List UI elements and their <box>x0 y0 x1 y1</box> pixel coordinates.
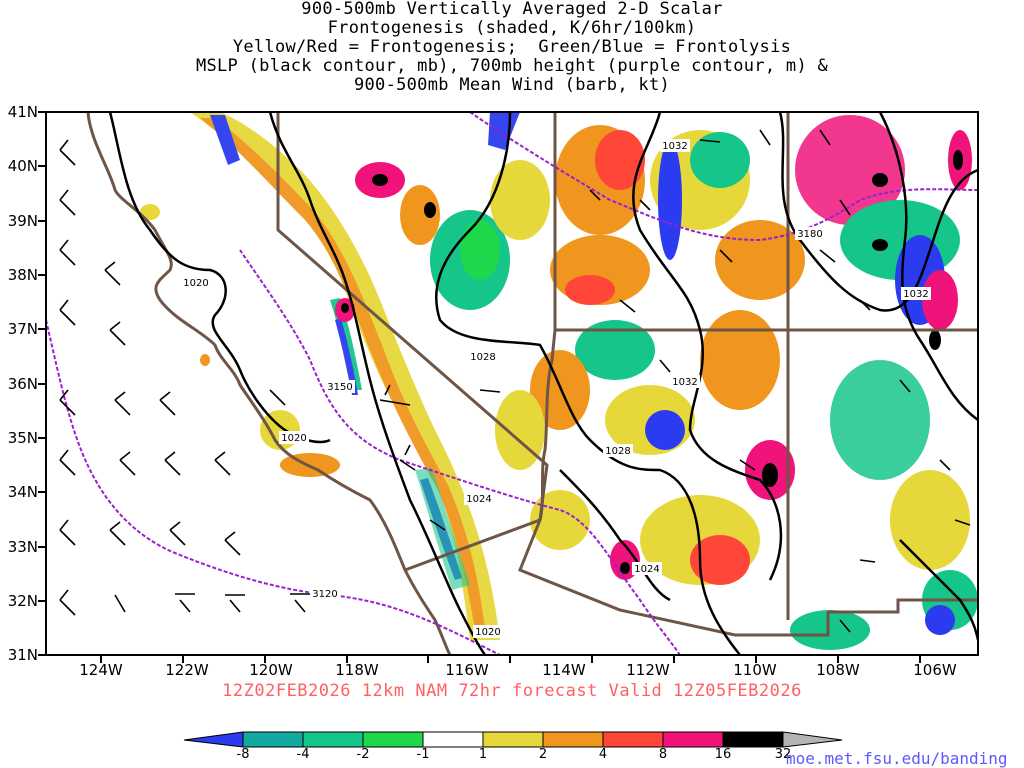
height-label-text: 3150 <box>327 382 352 393</box>
lat-label: 31N <box>7 646 38 664</box>
lat-label: 39N <box>7 212 38 230</box>
lat-label: 34N <box>7 483 38 501</box>
colorbar-swatch <box>483 732 543 747</box>
mslp-label: 1028 <box>468 350 498 363</box>
lat-label: 32N <box>7 592 38 610</box>
source-credit: moe.met.fsu.edu/banding <box>786 749 1008 768</box>
colorbar-swatch <box>184 732 243 747</box>
colorbar-dividers <box>242 732 784 747</box>
lon-label: 108W <box>816 661 860 679</box>
mslp-label: 1032 <box>660 139 690 152</box>
title-line-5: 900-500mb Mean Wind (barb, kt) <box>353 75 671 95</box>
colorbar-swatch <box>303 732 363 747</box>
title-line-3: Yellow/Red = Frontogenesis; Green/Blue =… <box>232 37 792 57</box>
colorbar-label: 16 <box>714 747 732 762</box>
height-label-text: 3120 <box>312 589 337 600</box>
mslp-label: 1024 <box>464 492 494 505</box>
lon-label: 114W <box>542 661 586 679</box>
lon-label: 112W <box>626 661 670 679</box>
mslp-label-text: 1024 <box>466 494 491 505</box>
height-label: 3150 <box>325 380 355 393</box>
mslp-label-text: 1024 <box>634 564 659 575</box>
axis-ticks <box>38 111 921 663</box>
lon-label: 122W <box>165 661 209 679</box>
lat-label: 38N <box>7 266 38 284</box>
colorbar-label: -4 <box>296 747 310 762</box>
lat-label: 36N <box>7 375 38 393</box>
colorbar-swatch <box>663 732 723 747</box>
height-label-text: 3180 <box>797 229 822 240</box>
colorbar-label: -2 <box>356 747 370 762</box>
lon-label: 106W <box>913 661 957 679</box>
height-contours <box>46 112 978 655</box>
lat-label: 35N <box>7 429 38 447</box>
lat-label: 37N <box>7 320 38 338</box>
mslp-label: 1020 <box>279 431 309 444</box>
chart-title: 900-500mb Vertically Averaged 2-D Scalar… <box>0 0 1024 95</box>
colorbar <box>183 731 843 748</box>
mslp-label-text: 1028 <box>605 446 630 457</box>
forecast-valid-time: 12Z02FEB2026 12km NAM 72hr forecast Vali… <box>222 681 802 701</box>
colorbar-swatch <box>603 732 663 747</box>
colorbar-swatch <box>783 732 842 747</box>
contour-labels: 1032 1020 1028 1032 1020 1028 1024 1024 … <box>181 139 931 638</box>
colorbar-swatch <box>363 732 423 747</box>
mslp-label-text: 1020 <box>475 627 500 638</box>
height-label: 3180 <box>795 227 825 240</box>
lon-label: 124W <box>79 661 123 679</box>
mslp-label-text: 1032 <box>672 377 697 388</box>
mslp-label: 1028 <box>603 444 633 457</box>
height-label: 3120 <box>310 587 340 600</box>
mslp-label: 1024 <box>632 562 662 575</box>
frontogenesis-shading <box>46 112 978 655</box>
mslp-label: 1020 <box>181 276 211 289</box>
mslp-label: 1032 <box>670 375 700 388</box>
title-line-4: MSLP (black contour, mb), 700mb height (… <box>195 56 829 76</box>
mslp-label: 1032 <box>901 287 931 300</box>
lon-label: 120W <box>249 661 293 679</box>
lon-label: 116W <box>445 661 489 679</box>
mslp-label-text: 1032 <box>903 289 928 300</box>
lat-label: 33N <box>7 538 38 556</box>
map-borders <box>86 112 978 655</box>
colorbar-label: 2 <box>538 747 548 762</box>
colorbar-swatch <box>243 732 303 747</box>
mslp-label: 1020 <box>473 625 503 638</box>
mslp-label-text: 1032 <box>662 141 687 152</box>
colorbar-label: -1 <box>416 747 430 762</box>
title-line-2: Frontogenesis (shaded, K/6hr/100km) <box>327 18 697 38</box>
colorbar-swatch <box>423 732 483 747</box>
mslp-label-text: 1020 <box>183 278 208 289</box>
lat-label: 40N <box>7 157 38 175</box>
lon-label: 118W <box>335 661 379 679</box>
colorbar-label: -8 <box>236 747 250 762</box>
colorbar-label: 1 <box>478 747 488 762</box>
lon-label: 110W <box>733 661 777 679</box>
colorbar-label: 8 <box>658 747 668 762</box>
mslp-label-text: 1020 <box>281 433 306 444</box>
colorbar-swatch <box>543 732 603 747</box>
colorbar-label: 4 <box>598 747 608 762</box>
mslp-label-text: 1028 <box>470 352 495 363</box>
lat-label: 41N <box>7 103 38 121</box>
colorbar-swatch <box>723 732 783 747</box>
colorbar-label: 32 <box>774 747 792 762</box>
wind-barbs <box>59 129 971 633</box>
shade-blobs <box>140 115 978 650</box>
title-line-1: 900-500mb Vertically Averaged 2-D Scalar <box>301 0 723 19</box>
